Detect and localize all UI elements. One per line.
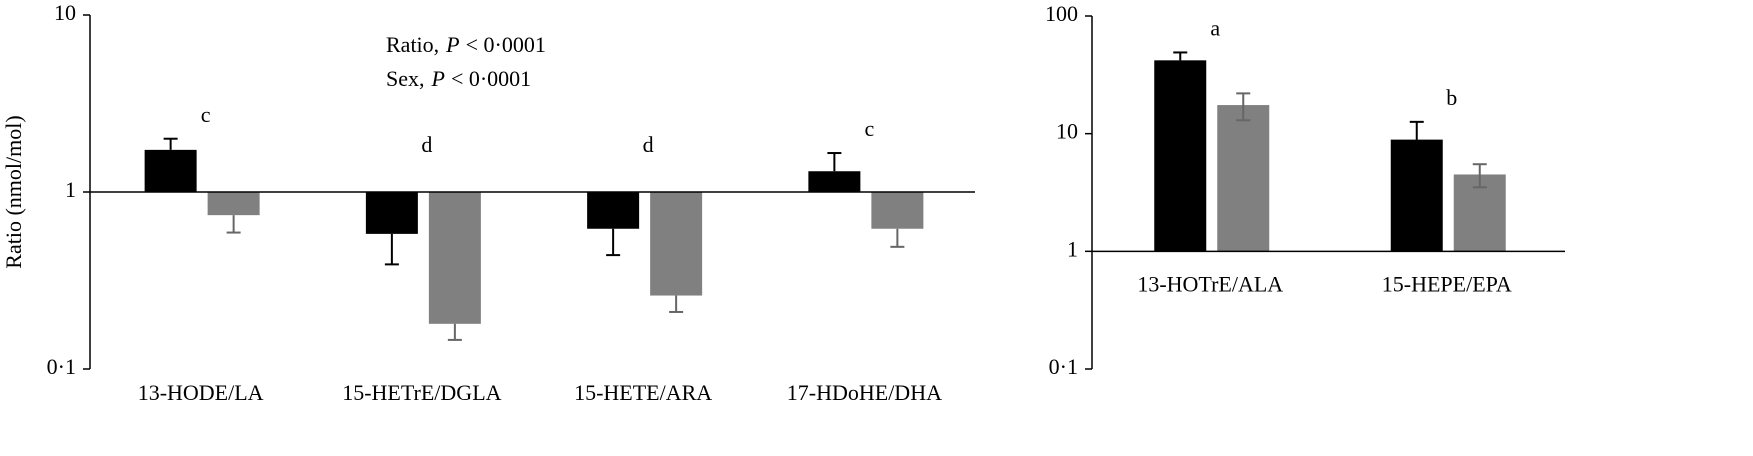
bar xyxy=(871,192,924,229)
x-tick-label: 13-HODE/LA xyxy=(138,380,264,405)
error-bar xyxy=(226,215,241,234)
x-tick-label: 15-HEPE/EPA xyxy=(1382,271,1512,296)
stat-text: < 0·0001 xyxy=(466,32,546,57)
x-tick-label: 15-HETrE/DGLA xyxy=(342,380,501,405)
bar xyxy=(144,149,197,192)
bar xyxy=(428,192,481,324)
group-letter: a xyxy=(1210,16,1220,41)
error-bar xyxy=(1173,51,1188,71)
group-letter: c xyxy=(201,102,211,127)
bar xyxy=(808,171,861,192)
bar xyxy=(207,192,260,216)
x-tick-label: 15-HETE/ARA xyxy=(574,380,712,405)
error-bar xyxy=(447,323,462,341)
y-axis-label: Ratio (nmol/mol) xyxy=(1,115,26,268)
y-tick-label: 0·1 xyxy=(47,354,76,379)
x-tick-label: 13-HOTrE/ALA xyxy=(1137,271,1283,296)
stat-label: Ratio, xyxy=(386,32,439,57)
error-bar xyxy=(669,295,684,313)
y-tick-label: 10 xyxy=(1056,119,1078,144)
y-tick-label: 1 xyxy=(1067,236,1078,261)
stat-symbol: P xyxy=(445,32,459,57)
error-bar xyxy=(606,228,621,257)
stat-label: Sex, xyxy=(386,66,425,91)
y-tick-label: 10 xyxy=(54,0,76,25)
error-bar xyxy=(1472,163,1487,189)
stat-annotation: Sex, P < 0·0001 xyxy=(386,66,531,91)
y-tick-label: 0·1 xyxy=(1049,354,1078,379)
y-tick-label: 1 xyxy=(65,177,76,202)
group-letter: b xyxy=(1446,85,1457,110)
bar xyxy=(1217,105,1270,252)
group-letter: d xyxy=(643,132,654,157)
error-bar xyxy=(1236,92,1251,122)
group-letter: c xyxy=(864,116,874,141)
y-tick-label: 100 xyxy=(1045,1,1078,26)
error-bar xyxy=(384,233,399,266)
bar xyxy=(587,192,640,229)
stat-annotation: Ratio, P < 0·0001 xyxy=(386,32,546,57)
stat-symbol: P xyxy=(431,66,445,91)
error-bar xyxy=(1409,120,1424,169)
bar xyxy=(650,192,703,296)
error-bar xyxy=(827,152,842,172)
x-tick-label: 17-HDoHE/DHA xyxy=(787,380,942,405)
bar xyxy=(1154,60,1207,252)
error-bar xyxy=(163,137,178,150)
group-letter: d xyxy=(421,132,432,157)
bar xyxy=(365,192,418,234)
error-bar xyxy=(890,228,905,248)
stat-text: < 0·0001 xyxy=(451,66,531,91)
